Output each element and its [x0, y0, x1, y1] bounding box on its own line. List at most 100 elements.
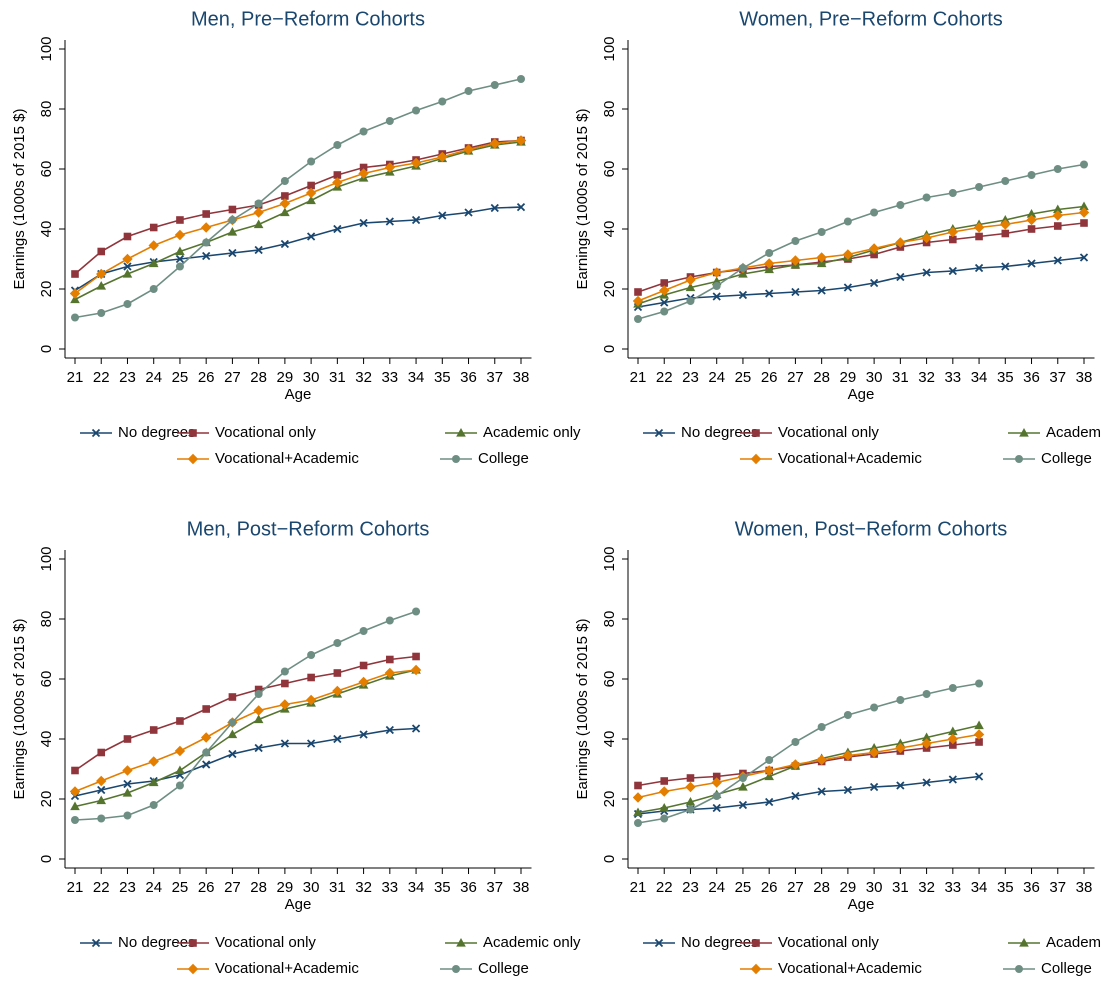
marker [869, 782, 879, 792]
series-line [74, 669, 417, 808]
marker [1026, 209, 1037, 218]
x-tick-label: 34 [408, 879, 425, 896]
x-tick-label: 33 [381, 879, 398, 896]
marker [411, 215, 421, 225]
marker [97, 814, 106, 823]
marker [280, 207, 290, 217]
marker [660, 777, 669, 785]
marker [948, 775, 957, 784]
marker [97, 309, 106, 317]
x-tick-label: 31 [329, 879, 346, 896]
marker [843, 711, 852, 719]
marker [228, 749, 237, 759]
marker [1053, 165, 1062, 173]
marker [333, 141, 342, 149]
marker [91, 428, 101, 438]
marker [279, 699, 291, 710]
marker [948, 726, 958, 736]
x-tick-label: 38 [1076, 369, 1093, 386]
x-tick-label: 37 [1049, 879, 1066, 896]
marker [1015, 965, 1023, 973]
marker [280, 177, 289, 185]
marker [842, 249, 854, 260]
marker [359, 661, 368, 670]
marker [202, 748, 211, 757]
marker [750, 963, 762, 975]
x-tick-label: 30 [303, 369, 320, 386]
y-tick-label: 40 [38, 731, 55, 748]
marker [763, 765, 775, 776]
y-axis-label: Earnings (1000s of 2015 $) [574, 109, 591, 290]
marker [489, 138, 500, 149]
marker [333, 171, 342, 179]
legend-label: Academic only [483, 934, 581, 951]
x-tick-label: 26 [198, 879, 215, 896]
marker [896, 201, 905, 209]
series-line [74, 206, 522, 292]
x-tick-label: 28 [813, 369, 830, 386]
x-tick-label: 37 [486, 879, 503, 896]
y-tick-label: 100 [601, 546, 618, 571]
series-line [637, 775, 980, 815]
x-tick-label: 27 [224, 369, 241, 386]
marker [71, 270, 79, 278]
marker [632, 295, 644, 307]
marker [149, 285, 158, 293]
marker [359, 127, 368, 136]
marker [1052, 204, 1063, 214]
legend-label: College [478, 960, 529, 977]
x-tick-label: 22 [656, 369, 673, 386]
x-axis-label: Age [285, 896, 312, 913]
x-tick-label: 35 [434, 879, 451, 896]
legend-label: College [1041, 450, 1092, 467]
series-line [74, 610, 417, 821]
x-tick-label: 31 [892, 879, 909, 896]
marker [307, 181, 315, 190]
series-line [74, 139, 522, 295]
y-tick-label: 80 [601, 611, 618, 628]
marker [71, 816, 79, 824]
marker [947, 733, 959, 745]
x-tick-label: 36 [1023, 369, 1040, 386]
marker [463, 144, 474, 155]
marker [1019, 428, 1029, 437]
marker [1027, 171, 1036, 179]
x-tick-label: 38 [513, 369, 530, 386]
marker [202, 238, 211, 247]
x-tick-label: 34 [971, 369, 988, 386]
marker [122, 788, 133, 797]
marker [975, 738, 983, 746]
marker [228, 718, 237, 727]
marker [464, 208, 473, 217]
marker [438, 211, 447, 220]
x-tick-label: 34 [408, 369, 425, 386]
y-tick-label: 20 [601, 791, 618, 808]
x-tick-label: 28 [250, 369, 267, 386]
marker [228, 216, 237, 224]
marker [921, 732, 932, 742]
marker [685, 274, 696, 286]
x-tick-label: 29 [840, 879, 857, 896]
marker [358, 676, 369, 688]
marker [1053, 256, 1062, 265]
marker [685, 282, 696, 292]
marker [686, 774, 695, 782]
chart-panel: Men, Pre−Reform Cohorts 0 20 40 60 80 100 21 22 2… [11, 8, 581, 467]
chart-title: Women, Post−Reform Cohorts [735, 518, 1008, 540]
marker [279, 198, 291, 209]
legend-label: No degrees [681, 424, 759, 441]
marker [70, 294, 80, 304]
marker [175, 246, 185, 256]
marker [974, 263, 984, 273]
x-tick-label: 32 [355, 369, 372, 386]
chart-title: Women, Pre−Reform Cohorts [739, 8, 1003, 30]
series-line [637, 682, 980, 824]
series-line [74, 139, 522, 275]
marker [254, 245, 263, 255]
marker [412, 106, 421, 115]
marker [1079, 201, 1089, 211]
marker [175, 781, 184, 790]
marker [91, 938, 101, 948]
marker [816, 754, 827, 766]
marker [633, 807, 643, 817]
